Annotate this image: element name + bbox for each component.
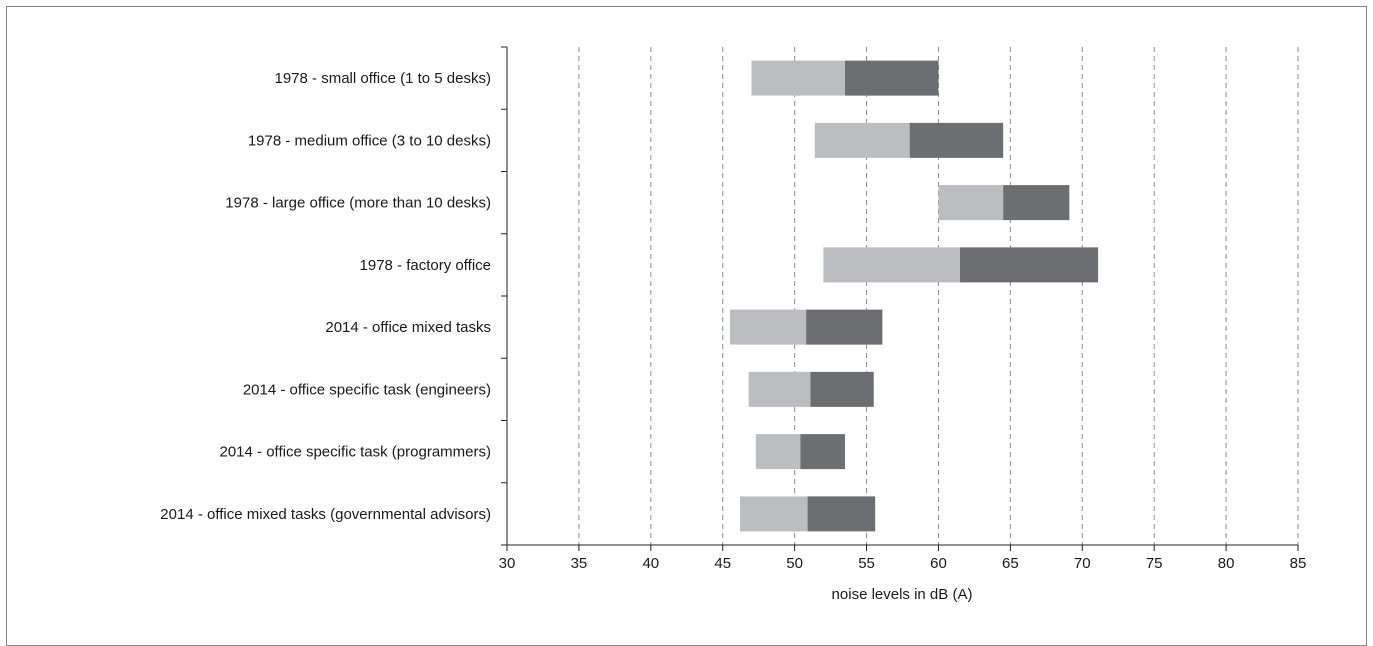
axes <box>501 46 1299 551</box>
bar-segment-dark <box>844 60 939 96</box>
bar-segment-light <box>938 185 1004 221</box>
x-tick-label: 85 <box>1290 555 1307 572</box>
category-labels: 1978 - small office (1 to 5 desks) 1978 -… <box>160 70 491 523</box>
bar-segment-light <box>814 122 910 158</box>
x-tick-label: 70 <box>1074 555 1091 572</box>
bar-segment-light <box>755 434 801 470</box>
x-tick-label: 45 <box>714 555 731 572</box>
category-label: 1978 - factory office <box>360 257 491 274</box>
bars <box>729 60 1099 532</box>
category-label: 2014 - office mixed tasks <box>325 319 491 336</box>
range-bar-chart: 1978 - small office (1 to 5 desks) 1978 -… <box>160 46 1307 603</box>
x-tick-label: 65 <box>1002 555 1019 572</box>
category-label: 1978 - small office (1 to 5 desks) <box>275 70 492 87</box>
bar-segment-dark <box>806 309 883 345</box>
category-label: 2014 - office specific task (engineers) <box>243 381 491 398</box>
x-tick-labels: 30 35 40 45 50 55 60 65 70 75 80 85 <box>499 555 1307 572</box>
bar-segment-light <box>739 496 808 532</box>
x-tick-label: 35 <box>571 555 588 572</box>
x-tick-label: 80 <box>1218 555 1235 572</box>
bar-segment-dark <box>807 496 876 532</box>
x-axis-label: noise levels in dB (A) <box>832 586 973 603</box>
bar-segment-light <box>823 247 961 283</box>
x-tick-label: 30 <box>499 555 516 572</box>
bar-segment-dark <box>810 371 874 407</box>
bar-segment-dark <box>909 122 1004 158</box>
category-label: 1978 - medium office (3 to 10 desks) <box>248 132 491 149</box>
category-label: 1978 - large office (more than 10 desks) <box>225 195 491 212</box>
bar-segment-light <box>729 309 807 345</box>
bar-segment-light <box>751 60 845 96</box>
bar-segment-light <box>748 371 811 407</box>
grid-lines <box>578 47 1299 545</box>
x-tick-label: 75 <box>1146 555 1163 572</box>
bar-segment-dark <box>960 247 1099 283</box>
bar-segment-dark <box>800 434 845 470</box>
x-tick-label: 50 <box>786 555 803 572</box>
category-label: 2014 - office specific task (programmers… <box>220 444 492 461</box>
x-tick-label: 55 <box>858 555 875 572</box>
x-tick-label: 60 <box>930 555 947 572</box>
bar-segment-dark <box>1003 185 1070 221</box>
category-label: 2014 - office mixed tasks (governmental … <box>160 506 491 523</box>
x-tick-label: 40 <box>642 555 659 572</box>
